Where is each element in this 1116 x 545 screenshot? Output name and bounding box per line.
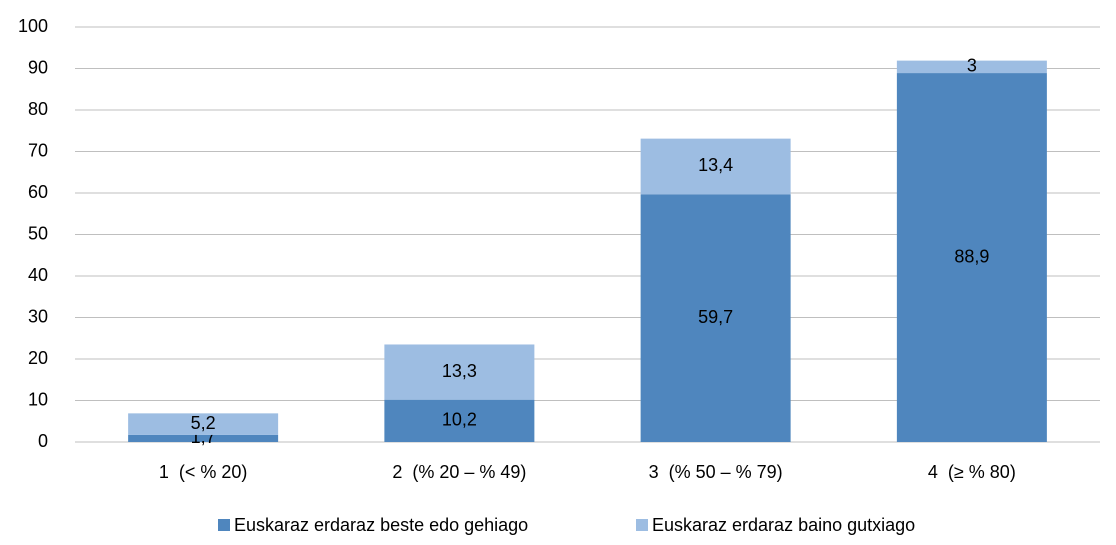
- bar-segment: [640, 138, 791, 195]
- data-label: 13,3: [442, 361, 477, 381]
- y-tick-label: 50: [28, 223, 48, 243]
- bar-segment: [896, 60, 1047, 74]
- bar-segment: [384, 399, 535, 442]
- legend-swatch: [218, 519, 230, 531]
- y-tick-label: 90: [28, 57, 48, 77]
- data-label: 10,2: [442, 410, 477, 430]
- x-tick-label: 3 (% 50 – % 79): [649, 462, 783, 482]
- bar-segment: [896, 73, 1047, 442]
- y-tick-label: 100: [18, 16, 48, 36]
- legend-label: Euskaraz erdaraz beste edo gehiago: [234, 515, 528, 535]
- bar-segment: [128, 413, 279, 435]
- data-label: 59,7: [698, 307, 733, 327]
- y-tick-label: 80: [28, 99, 48, 119]
- x-tick-label: 4 (≥ % 80): [928, 462, 1016, 482]
- y-tick-label: 60: [28, 182, 48, 202]
- y-tick-label: 30: [28, 306, 48, 326]
- bar-segment: [384, 344, 535, 400]
- data-label: 5,2: [191, 413, 216, 433]
- x-tick-label: 2 (% 20 – % 49): [392, 462, 526, 482]
- legend-swatch: [636, 519, 648, 531]
- y-tick-label: 0: [38, 431, 48, 451]
- y-tick-label: 20: [28, 348, 48, 368]
- legend-label: Euskaraz erdaraz baino gutxiago: [652, 515, 915, 535]
- x-tick-label: 1 (< % 20): [159, 462, 248, 482]
- data-label: 3: [967, 56, 977, 76]
- bar-segment: [128, 434, 279, 442]
- y-tick-label: 10: [28, 389, 48, 409]
- data-label: 13,4: [698, 155, 733, 175]
- data-label: 88,9: [954, 246, 989, 266]
- y-tick-label: 40: [28, 265, 48, 285]
- bar-segment: [640, 194, 791, 442]
- y-tick-label: 70: [28, 140, 48, 160]
